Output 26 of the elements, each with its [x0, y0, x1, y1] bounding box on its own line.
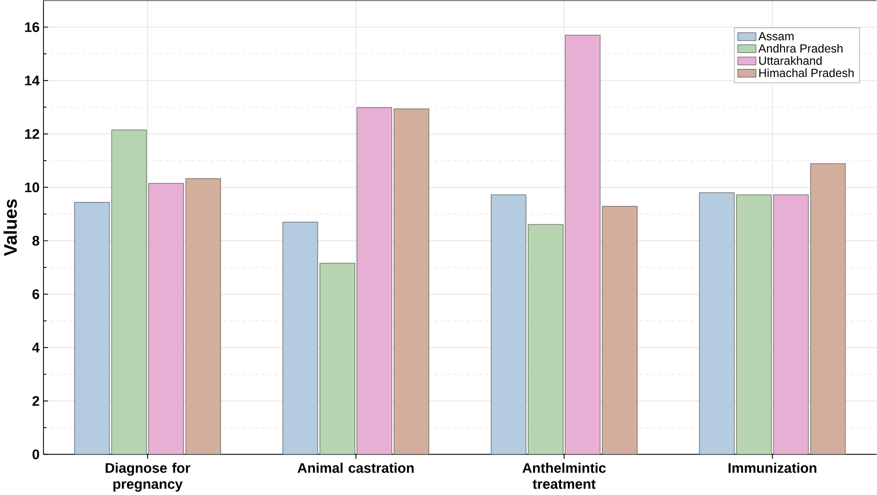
bar — [490, 194, 526, 454]
bar — [736, 194, 772, 454]
bar — [282, 222, 318, 454]
y-tick-label: 12 — [25, 128, 40, 139]
y-tick-label: 0 — [32, 449, 40, 460]
bar — [699, 192, 735, 454]
legend-label: Andhra Pradesh — [758, 44, 842, 52]
x-tick-label: Animal castration — [298, 462, 414, 473]
legend-label: Assam — [758, 32, 794, 40]
legend-label: Uttarakhand — [759, 56, 822, 65]
bar — [320, 262, 356, 454]
bar — [111, 130, 147, 454]
y-tick-label: 14 — [25, 76, 40, 86]
y-tick-label: 16 — [25, 22, 40, 32]
y-axis-title: Values — [4, 199, 17, 256]
y-tick-label: 10 — [25, 182, 40, 192]
y-tick-label: 8 — [32, 236, 40, 246]
bar — [528, 224, 564, 454]
legend-label: Himachal Pradesh — [759, 68, 854, 77]
x-tick-label: Immunization — [728, 462, 816, 473]
y-tick-label: 4 — [32, 342, 40, 352]
x-tick-label: Diagnose for pregnancy — [106, 462, 190, 492]
x-tick-label: Anthelmintic treatment — [522, 462, 606, 489]
y-tick-label: 6 — [32, 289, 40, 299]
bar — [74, 202, 110, 454]
y-tick-label: 2 — [32, 396, 40, 406]
